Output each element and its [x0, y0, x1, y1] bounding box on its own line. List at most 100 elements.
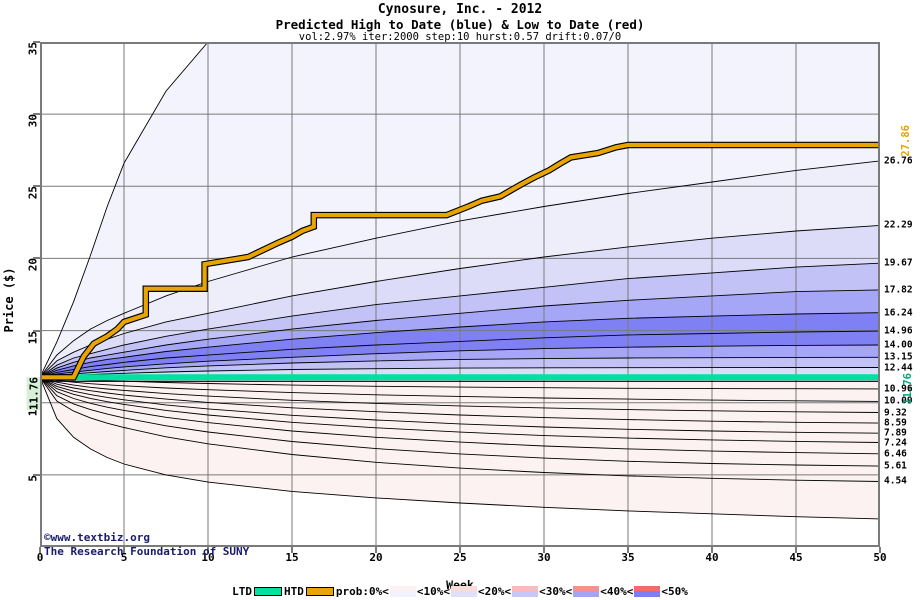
right-label-7.24: 7.24 [884, 437, 907, 449]
boundary-low-band-6-46 [40, 376, 880, 455]
boundary-low-band-5-61 [40, 376, 880, 467]
band--40-high- [40, 289, 880, 378]
x-tick-mark [795, 547, 797, 553]
right-label-26.76: 26.76 [884, 155, 913, 167]
legend-band-swatch-2 [512, 585, 539, 597]
legend-band-swatch-3 [573, 585, 600, 597]
x-tick-mark [207, 547, 209, 553]
right-label-9.32: 9.32 [884, 407, 907, 419]
x-tick-45: 45 [789, 551, 803, 564]
boundary-high-band-14-96 [40, 330, 880, 378]
band--10-high- [40, 160, 880, 378]
legend-ltd-label: LTD [232, 584, 252, 598]
legend-band-swatch-red-4 [634, 585, 661, 591]
boundary--10-high- [40, 160, 880, 378]
x-tick-15: 15 [285, 551, 299, 564]
plot-area [40, 42, 880, 547]
y-tick-35: 35 [26, 42, 40, 56]
x-tick-mark [543, 547, 545, 553]
x-tick-mark [291, 547, 293, 553]
right-label-6.46: 6.46 [884, 448, 907, 460]
y-tick-15: 15 [26, 330, 40, 344]
x-tick-0: 0 [36, 551, 44, 564]
boundary-low-band-9-32 [40, 376, 880, 413]
chart-legend: LTD HTD prob:0%< <10%< <20%< <30%< <40%< <50% [0, 584, 920, 598]
legend-htd-label: HTD [284, 584, 304, 598]
chart-title: Cynosure, Inc. - 2012 [377, 2, 543, 17]
legend-band-swatch-red-0 [389, 585, 416, 591]
chart-subtitle: Predicted High to Date (blue) & Low to D… [275, 17, 645, 32]
band-high-band-14-00 [40, 345, 880, 378]
legend-band-swatch-0 [389, 585, 416, 597]
right-label-19.67: 19.67 [884, 257, 913, 269]
y-tick-mark [33, 473, 40, 476]
right-label-5.61: 5.61 [884, 460, 907, 472]
y-axis-label: Price ($) [2, 267, 16, 333]
right-label-8.59: 8.59 [884, 417, 907, 429]
legend-band-label-4: <40%< [600, 584, 634, 598]
legend-band-swatch-blue-0 [389, 591, 416, 597]
right-label-17.82: 17.82 [884, 284, 913, 296]
right-label-13.15: 13.15 [884, 351, 913, 363]
y-tick-30: 30 [26, 114, 40, 128]
fan-chart-canvas [40, 42, 880, 547]
x-tick-35: 35 [621, 551, 635, 564]
right-label-10.96: 10.96 [884, 383, 913, 395]
legend-band-label-1: <10%< [416, 584, 450, 598]
x-tick-mark [375, 547, 377, 553]
legend-band-label-3: <30%< [539, 584, 573, 598]
y-tick-mark [33, 113, 40, 116]
x-tick-5: 5 [120, 551, 128, 564]
boundary--20-high- [40, 224, 880, 378]
right-label-ltd-end: 11.76 [902, 373, 914, 405]
legend-band-swatch-red-2 [512, 585, 539, 591]
right-label-14.00: 14.00 [884, 339, 913, 351]
right-label-10.09: 10.09 [884, 395, 913, 407]
boundary-low-band-8-59 [40, 376, 880, 424]
footer-credit: ©www.textbiz.org The Research Foundation… [44, 531, 249, 559]
x-tick-mark [711, 547, 713, 553]
band-high-band-14-96 [40, 331, 880, 378]
boundary-low-band-7-24 [40, 376, 880, 443]
x-tick-mark [123, 547, 125, 553]
legend-band-swatch-1 [450, 585, 477, 597]
y-tick-mark [33, 329, 40, 332]
band--30-high- [40, 263, 880, 378]
right-label-16.24: 16.24 [884, 307, 913, 319]
boundary-low-band-4-54 [40, 377, 880, 482]
x-tick-40: 40 [705, 551, 719, 564]
y-tick-mark [33, 185, 40, 188]
legend-band-label-2: <20%< [477, 584, 512, 598]
x-tick-mark [627, 547, 629, 553]
right-label-14.96: 14.96 [884, 325, 913, 337]
x-tick-10: 10 [201, 551, 215, 564]
boundary-low-band-10-09 [40, 376, 880, 402]
boundary-prob-0-high-outer- [40, 42, 880, 378]
legend-ltd-swatch [254, 586, 282, 596]
footer-line-1: ©www.textbiz.org [44, 531, 150, 544]
x-tick-mark [879, 547, 881, 553]
plot-border [40, 42, 880, 547]
right-label-4.54: 4.54 [884, 475, 907, 487]
legend-band-label-5: <50% [661, 584, 688, 598]
legend-band-swatch-blue-3 [573, 591, 600, 597]
boundary-high-band-13-15 [40, 356, 880, 378]
x-tick-25: 25 [453, 551, 467, 564]
y-tick-mark [33, 41, 40, 43]
x-tick-mark [39, 547, 41, 553]
legend-band-swatch-4 [634, 585, 661, 597]
legend-band-swatch-blue-1 [450, 591, 477, 597]
right-label-22.29: 22.29 [884, 219, 913, 231]
boundary-high-band-14-00 [40, 344, 880, 378]
footer-line-2: The Research Foundation of SUNY [44, 545, 250, 558]
y-tick-25: 25 [26, 186, 40, 200]
x-tick-30: 30 [537, 551, 551, 564]
chart-parameters: vol:2.97% iter:2000 step:10 hurst:0.57 d… [298, 31, 622, 43]
y-tick-20: 20 [26, 258, 40, 272]
right-label-htd-end: 27.86 [900, 125, 912, 157]
legend-band-swatch-blue-2 [512, 591, 539, 597]
legend-band-swatch-red-3 [573, 585, 600, 591]
legend-band-swatch-red-1 [450, 585, 477, 591]
htd-series-line [40, 142, 880, 380]
